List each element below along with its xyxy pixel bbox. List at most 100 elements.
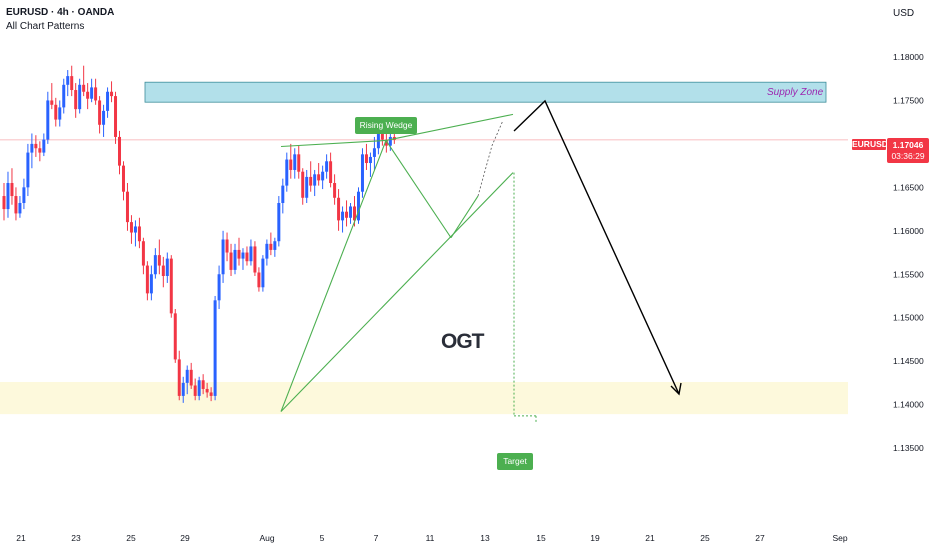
ogt-logo: OGT (441, 330, 484, 353)
candle-body (364, 154, 368, 164)
x-axis-tick-label: 27 (755, 533, 765, 543)
candle-body (54, 104, 58, 120)
supply-zone-label: Supply Zone (767, 87, 824, 98)
y-axis-tick-label: 1.15000 (893, 313, 924, 323)
rising-wedge-label: Rising Wedge (355, 117, 417, 134)
candle-body (368, 156, 372, 164)
candle-body (341, 211, 345, 221)
candle-body (201, 380, 205, 389)
candle-body (245, 252, 249, 262)
candle-body (90, 87, 94, 99)
candle-body (277, 202, 281, 242)
x-axis-tick-label: 13 (480, 533, 490, 543)
x-axis-tick-label: 19 (590, 533, 600, 543)
x-axis-tick-label: 25 (700, 533, 710, 543)
candle-body (22, 187, 26, 203)
candle-body (129, 222, 133, 233)
y-axis-tick-label: 1.13500 (893, 443, 924, 453)
candle-body (110, 91, 114, 97)
x-axis-tick-label: 21 (645, 533, 655, 543)
candle-body (141, 241, 145, 266)
candle-body (145, 265, 149, 294)
candle-body (173, 313, 177, 360)
x-axis-tick-label: Aug (259, 533, 274, 543)
candle-body (165, 258, 169, 276)
arrow-head-icon (670, 382, 682, 396)
candle-body (78, 84, 82, 110)
candle-body (34, 143, 38, 149)
candle-body (153, 255, 157, 275)
last-price-box: 1.17046 03:36:29 (887, 138, 929, 163)
candle-body (50, 100, 54, 105)
candle-body (269, 243, 273, 250)
last-price: 1.17046 (892, 140, 924, 150)
candle-body (2, 196, 6, 210)
candle-body (38, 148, 42, 153)
candle-body (74, 90, 78, 110)
wedge-upper-line (385, 113, 514, 141)
candle-body (213, 300, 217, 396)
x-axis-tick-label: Sep (832, 533, 847, 543)
candle-body (26, 152, 30, 188)
candle-body (241, 252, 245, 259)
wedge-leg-line (450, 195, 479, 239)
candle-body (249, 246, 253, 262)
candle-body (169, 258, 173, 314)
indicator-name: All Chart Patterns (6, 21, 85, 32)
candle-body (94, 87, 98, 101)
x-axis-tick-label: 25 (126, 533, 136, 543)
candle-body (121, 165, 125, 192)
candle-body (388, 136, 392, 146)
candle-body (360, 154, 364, 192)
candle-body (337, 197, 341, 221)
candle-body (321, 171, 325, 181)
candle-body (273, 241, 277, 250)
y-axis-tick-label: 1.15500 (893, 269, 924, 279)
candle-body (333, 183, 337, 198)
candle-body (161, 265, 165, 276)
y-axis-tick-label: 1.16500 (893, 182, 924, 192)
candle-body (289, 159, 293, 170)
candle-body (349, 206, 353, 218)
candle-body (181, 382, 185, 396)
candle-body (293, 154, 297, 170)
candle-body (157, 255, 161, 266)
x-axis-tick-label: 21 (16, 533, 26, 543)
wedge-leg-line (385, 140, 452, 239)
candle-body (237, 249, 241, 259)
candle-body (233, 249, 237, 270)
candle-body (66, 76, 70, 85)
wedge-leg-line (280, 140, 387, 412)
candle-body (329, 161, 333, 184)
wedge-lower-line (280, 172, 514, 412)
supply-zone (144, 81, 827, 103)
candle-body (10, 183, 14, 197)
currency-label[interactable]: USD (893, 8, 915, 19)
candle-body (229, 252, 233, 270)
candle-body (137, 226, 141, 242)
candle-body (42, 139, 46, 153)
symbol-title: EURUSD · 4h · OANDA (6, 7, 115, 18)
candle-body (46, 100, 50, 140)
candle-body (353, 206, 357, 221)
candle-body (209, 392, 213, 396)
y-axis-tick-label: 1.14500 (893, 356, 924, 366)
candle-body (197, 380, 201, 396)
candle-body (18, 202, 22, 214)
candle-body (86, 91, 90, 99)
y-axis-tick-label: 1.14000 (893, 400, 924, 410)
x-axis-tick-label: 29 (180, 533, 190, 543)
candle-body (325, 161, 329, 172)
candle-body (58, 107, 62, 120)
candle-body (70, 76, 74, 91)
candle-body (98, 100, 102, 125)
candle-body (265, 243, 269, 259)
candle-body (372, 148, 376, 157)
candle-body (106, 91, 110, 111)
candle-body (376, 124, 380, 149)
projection-dotted-line (477, 120, 504, 197)
projection-arrow (513, 99, 680, 395)
candle-body (261, 258, 265, 288)
